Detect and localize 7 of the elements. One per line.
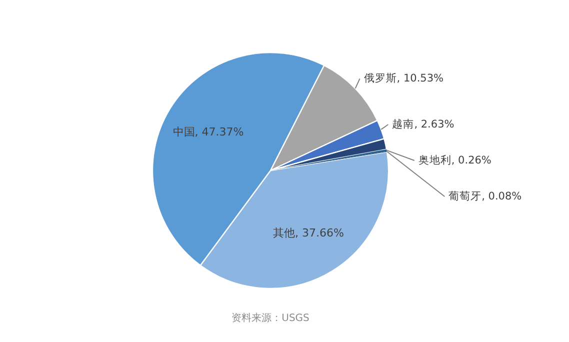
slice-label: 葡萄牙, 0.08%: [448, 190, 522, 203]
slice-label: 奥地利, 0.26%: [418, 154, 492, 167]
slice-label: 越南, 2.63%: [392, 118, 454, 131]
slice-label: 俄罗斯, 10.53%: [364, 72, 444, 85]
slice-label: 其他, 37.66%: [273, 226, 344, 240]
text: 资料来源：USGS: [232, 312, 310, 324]
slice-label: 中国, 47.37%: [172, 126, 244, 139]
